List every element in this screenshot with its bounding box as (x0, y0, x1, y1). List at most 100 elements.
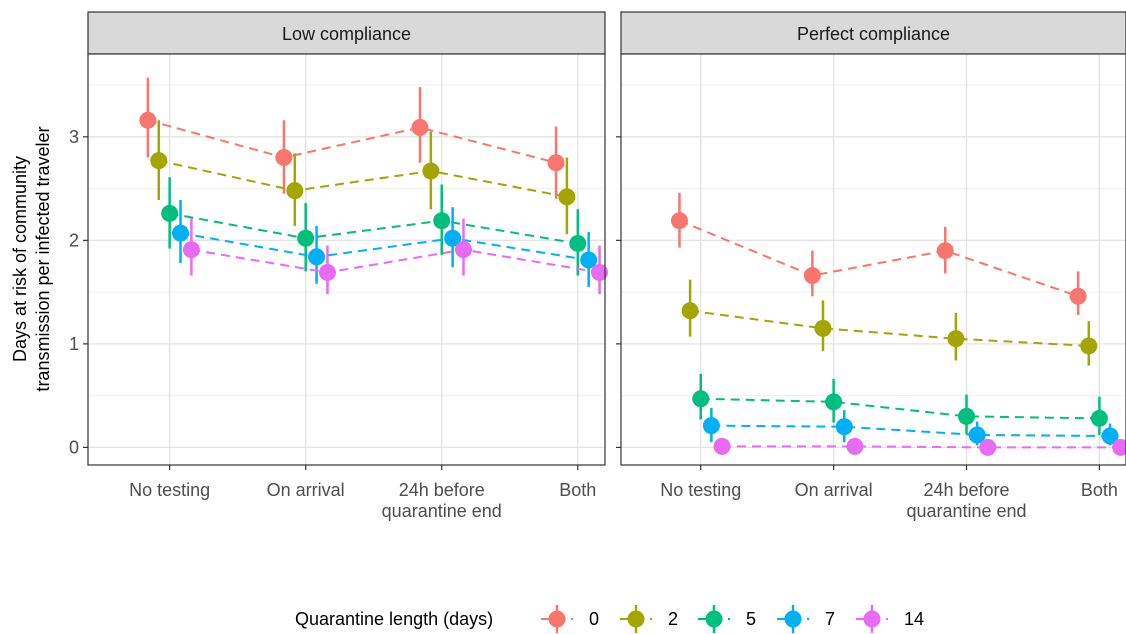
legend-item-2: 2 (620, 605, 678, 633)
series-5 (161, 177, 587, 276)
series-line (722, 445, 1121, 449)
data-point (161, 204, 179, 222)
legend-key-point (784, 610, 802, 628)
data-point (979, 438, 997, 456)
data-point (318, 263, 336, 281)
series-line (679, 219, 1079, 298)
data-point (275, 149, 293, 167)
data-point (958, 407, 976, 425)
x-tick-label: On arrival (267, 480, 345, 500)
legend-key-point (548, 610, 566, 628)
legend-title: Quarantine length (days) (295, 609, 493, 629)
legend-item-5: 5 (698, 605, 756, 633)
data-point (670, 212, 688, 230)
series-2 (150, 120, 576, 235)
data-point (846, 437, 864, 455)
legend-key-point (863, 610, 881, 628)
data-point (455, 241, 473, 259)
data-point (139, 111, 157, 129)
data-point (547, 154, 565, 172)
data-point (814, 319, 832, 337)
panel-border (87, 53, 606, 466)
data-point (692, 390, 710, 408)
x-tick-label: On arrival (795, 480, 873, 500)
series-line (689, 309, 1089, 347)
series-line (158, 159, 568, 198)
data-point (1112, 438, 1126, 456)
legend-label: 5 (746, 609, 756, 629)
data-point (702, 417, 720, 435)
series-0 (139, 77, 565, 199)
x-tick-label: quarantine end (382, 501, 502, 521)
data-point (286, 182, 304, 200)
facet-title: Low compliance (282, 24, 411, 44)
data-point (1080, 337, 1098, 355)
series-14 (713, 437, 1126, 456)
legend-label: 7 (825, 609, 835, 629)
x-tick-label: No testing (129, 480, 210, 500)
legend-item-14: 14 (856, 605, 924, 633)
data-point (150, 152, 168, 170)
data-point (1101, 427, 1119, 445)
data-point (681, 302, 699, 320)
series-14 (182, 218, 609, 295)
y-axis-title-line-2: transmission per infected traveler (33, 126, 53, 391)
y-tick-label: 2 (69, 230, 79, 250)
data-point (411, 119, 429, 137)
x-tick-label: 24h before (399, 480, 485, 500)
data-point (297, 229, 315, 247)
legend-item-0: 0 (541, 605, 599, 633)
y-axis-title-line-1: Days at risk of community (10, 156, 30, 362)
series-line (711, 424, 1111, 438)
series-line (191, 248, 600, 274)
data-point (835, 418, 853, 436)
x-tick-label: 24h before (923, 480, 1009, 500)
panel-low-compliance: Low compliance No testing On arrival 24h be… (69, 11, 609, 521)
y-axis-title: Days at risk of community transmission p… (10, 126, 53, 391)
data-point (422, 162, 440, 180)
data-point (172, 224, 190, 242)
data-point (825, 393, 843, 411)
data-point (803, 267, 821, 285)
y-tick-label: 0 (69, 437, 79, 457)
legend-item-7: 7 (777, 605, 835, 633)
legend-key-point (705, 610, 723, 628)
panel-border (620, 53, 1126, 466)
x-tick-label: No testing (660, 480, 741, 500)
x-tick-label: Both (559, 480, 596, 500)
panels: Low compliance No testing On arrival 24h be… (69, 11, 1126, 521)
series-line (147, 119, 557, 164)
series-line (700, 397, 1100, 420)
data-point (444, 229, 462, 247)
data-point (947, 330, 965, 348)
data-point (580, 251, 598, 269)
data-point (713, 437, 731, 455)
data-point (433, 212, 451, 230)
data-point (558, 188, 576, 206)
data-point (308, 248, 326, 266)
x-tick-label: Both (1081, 480, 1118, 500)
facet-strip (87, 11, 606, 55)
series-5 (692, 373, 1108, 435)
y-tick-label: 1 (69, 334, 79, 354)
legend-label: 2 (668, 609, 678, 629)
x-tick-label: quarantine end (906, 501, 1026, 521)
legend-label: 14 (904, 609, 924, 629)
data-point (182, 241, 200, 259)
panel-perfect-compliance: Perfect compliance No testing On arrival 24… (616, 11, 1126, 521)
y-tick-label: 3 (69, 127, 79, 147)
plot-background (88, 54, 605, 465)
data-point (936, 242, 954, 260)
facet-title: Perfect compliance (797, 24, 950, 44)
series-7 (172, 199, 598, 287)
series-2 (681, 279, 1098, 366)
legend: Quarantine length (days) 0 2 5 7 14 (295, 605, 924, 633)
data-point (968, 426, 986, 444)
data-point (1069, 287, 1087, 305)
legend-label: 0 (589, 609, 599, 629)
series-0 (670, 192, 1087, 315)
data-point (591, 263, 609, 281)
series-7 (702, 408, 1119, 446)
data-point (1090, 409, 1108, 427)
